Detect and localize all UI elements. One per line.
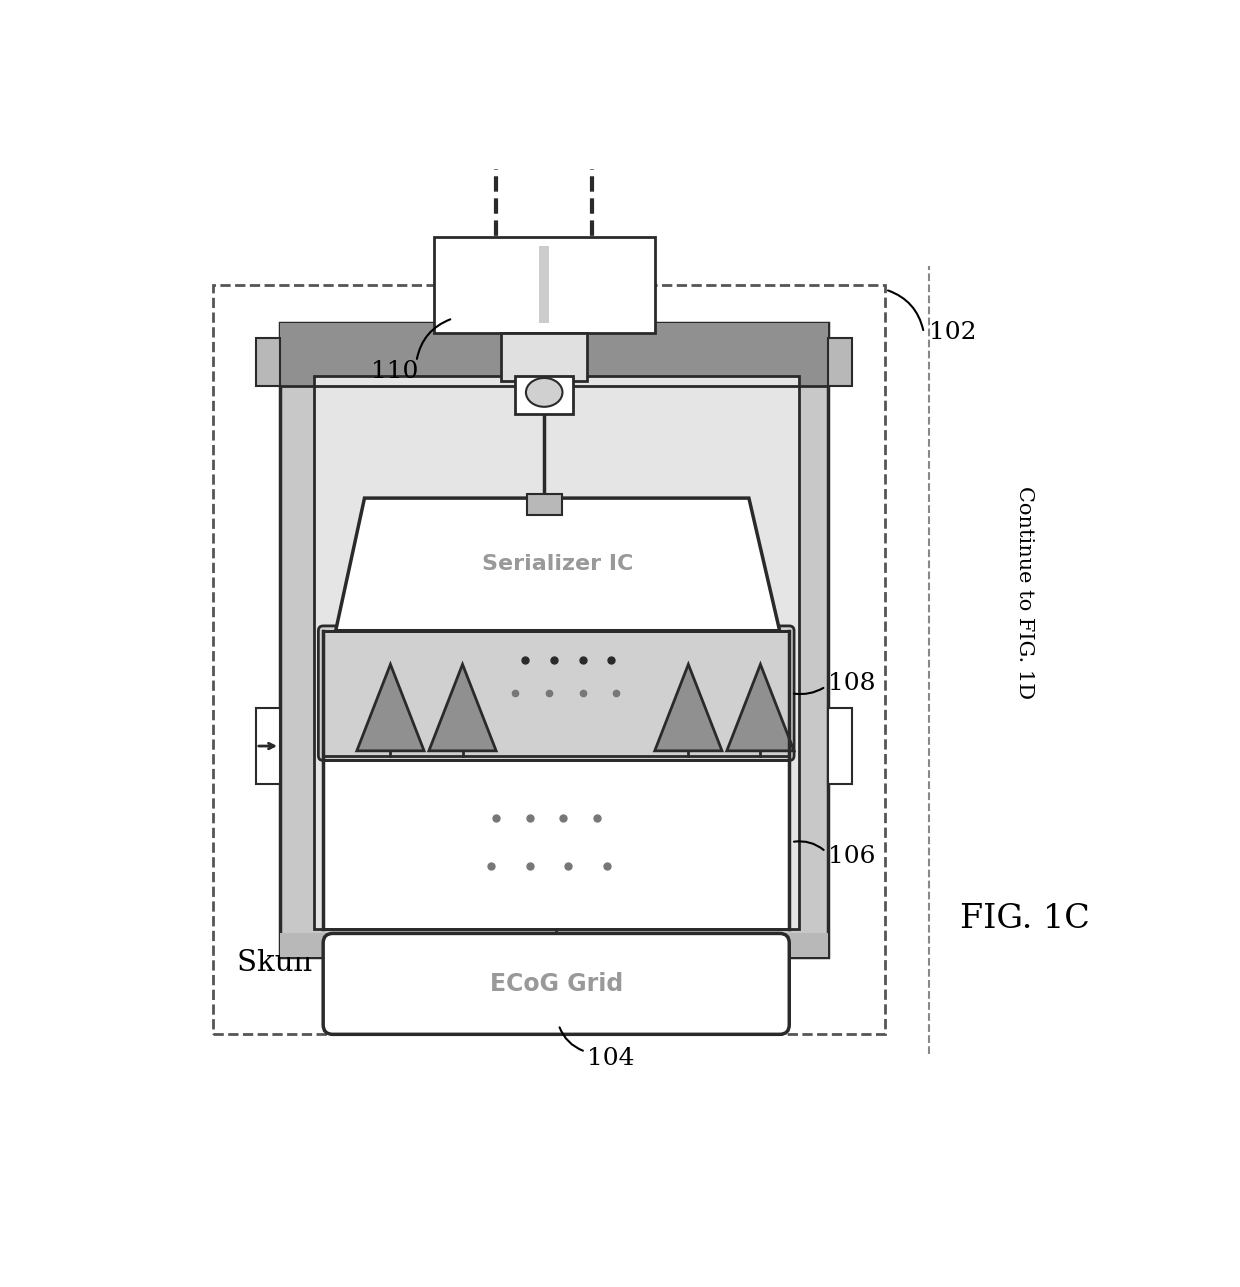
FancyArrowPatch shape: [794, 687, 823, 694]
Polygon shape: [429, 664, 496, 750]
FancyBboxPatch shape: [324, 933, 789, 1035]
Bar: [324, 761, 789, 929]
FancyArrowPatch shape: [417, 319, 450, 359]
Bar: [516, 376, 573, 414]
Text: Continue to FIG. 1D: Continue to FIG. 1D: [1016, 485, 1034, 699]
FancyBboxPatch shape: [319, 625, 794, 761]
Bar: [314, 376, 799, 929]
Text: 104: 104: [588, 1046, 635, 1069]
Text: 106: 106: [828, 846, 875, 867]
Text: 110: 110: [371, 360, 419, 382]
Polygon shape: [357, 664, 424, 750]
FancyArrowPatch shape: [559, 1027, 583, 1050]
Bar: [539, 246, 549, 323]
Text: Skull Unit: Skull Unit: [237, 949, 386, 977]
Bar: [280, 933, 828, 958]
Bar: [280, 323, 828, 958]
Bar: [434, 237, 655, 333]
Text: ECoG Grid: ECoG Grid: [490, 972, 622, 996]
Polygon shape: [336, 498, 780, 631]
Bar: [501, 333, 588, 381]
Polygon shape: [655, 664, 722, 750]
Bar: [280, 323, 828, 386]
Bar: [527, 494, 562, 515]
Text: 108: 108: [828, 672, 875, 695]
Text: 102: 102: [929, 322, 976, 345]
Bar: [213, 284, 885, 1035]
FancyArrowPatch shape: [888, 291, 924, 329]
Polygon shape: [727, 664, 794, 750]
FancyArrowPatch shape: [794, 842, 823, 849]
Ellipse shape: [526, 378, 563, 407]
Bar: [828, 708, 852, 785]
Bar: [828, 337, 852, 386]
Bar: [255, 708, 280, 785]
Bar: [255, 337, 280, 386]
Text: FIG. 1C: FIG. 1C: [960, 903, 1090, 936]
Text: Serializer IC: Serializer IC: [482, 555, 634, 574]
